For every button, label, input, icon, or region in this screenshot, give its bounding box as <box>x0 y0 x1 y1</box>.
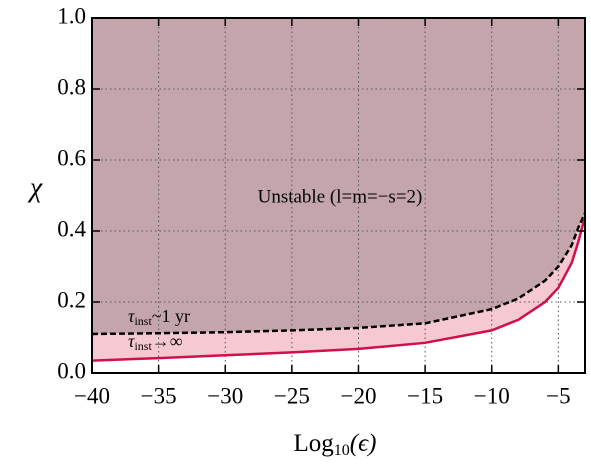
annotation: Unstable (l=m=−s=2) <box>258 186 423 207</box>
x-label-sub: 10 <box>334 442 350 459</box>
label-symbol: τ <box>128 306 135 326</box>
x-axis-label: Log10(ϵ) <box>293 430 376 459</box>
y-tick-label: 0.8 <box>57 74 86 99</box>
label-suffix: ~1 yr <box>152 306 190 326</box>
y-tick-label: 0.0 <box>57 358 86 383</box>
x-tick-label: −40 <box>74 383 110 408</box>
label-suffix: →∞ <box>152 331 183 351</box>
area-unstable <box>92 18 585 334</box>
label-symbol: τ <box>128 331 135 351</box>
label-sub: inst <box>134 339 152 353</box>
series-label: τinst→∞ <box>128 331 183 353</box>
y-axis-label: χ <box>27 172 43 203</box>
x-tick-label: −25 <box>274 383 310 408</box>
line <box>91 216 587 362</box>
label-sub: inst <box>134 314 152 328</box>
y-tick-label: 0.2 <box>57 287 86 312</box>
area-band <box>92 213 585 361</box>
y-tick-label: 0.4 <box>57 216 86 241</box>
y-tick-label: 0.6 <box>57 145 86 170</box>
line <box>91 212 587 336</box>
y-tick-label: 1.0 <box>57 3 86 28</box>
x-tick-label: −35 <box>141 383 177 408</box>
x-tick-label: −30 <box>207 383 243 408</box>
x-tick-label: −15 <box>407 383 443 408</box>
x-label-main: Log <box>293 430 334 457</box>
x-tick-label: −5 <box>546 383 570 408</box>
x-label-suffix: (ϵ) <box>350 430 377 457</box>
series-label: τinst~1 yr <box>128 306 190 328</box>
x-tick-label: −10 <box>474 383 510 408</box>
x-tick-label: −20 <box>340 383 376 408</box>
plot-frame <box>91 17 586 374</box>
